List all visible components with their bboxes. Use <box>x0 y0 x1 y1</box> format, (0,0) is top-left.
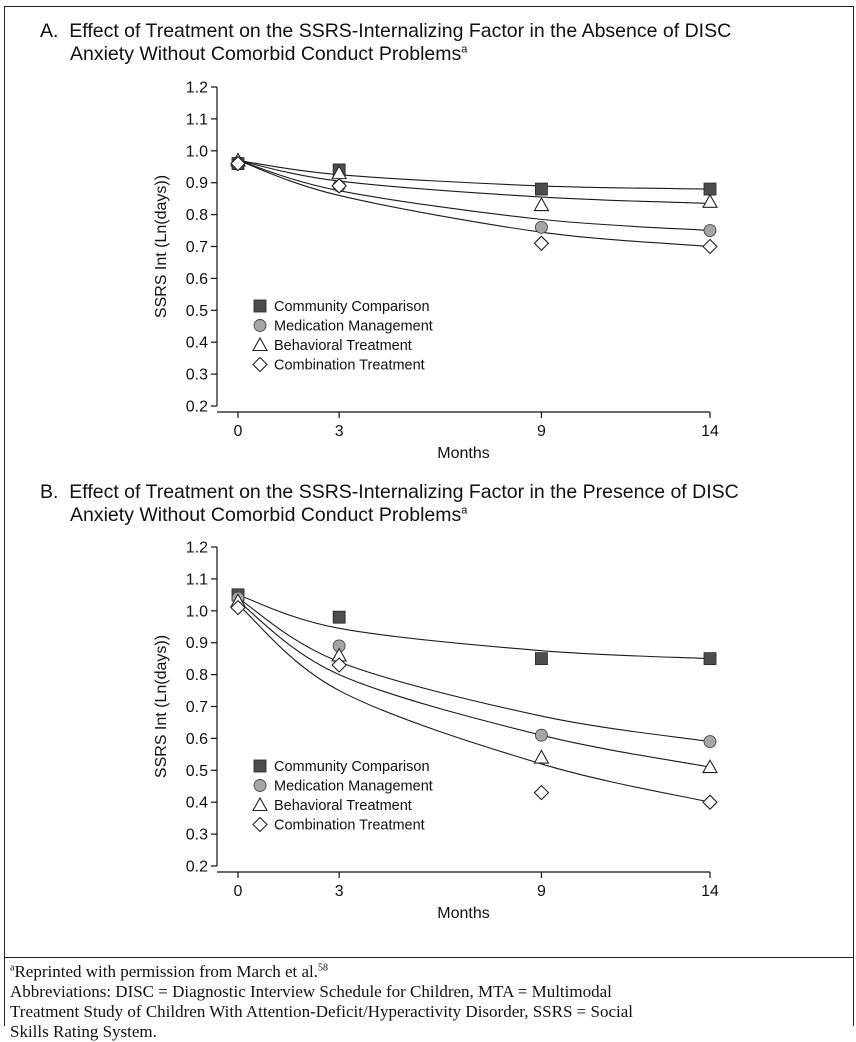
x-tick-label: 0 <box>234 883 243 900</box>
footnote-abbreviations-1: Abbreviations: DISC = Diagnostic Intervi… <box>10 982 612 1001</box>
fit-curve-2 <box>237 159 711 204</box>
fit-curve-3 <box>237 159 711 248</box>
y-tick-label: 0.6 <box>186 271 208 288</box>
y-tick-label: 0.2 <box>186 399 208 416</box>
panel-a-title-line2: Anxiety Without Comorbid Conduct Problem… <box>70 43 462 65</box>
fit-curve-2 <box>237 600 711 768</box>
chart-a: 0.2 0.3 0.4 0.5 0.6 0.7 0.8 0.9 1.0 1.1 1.2 0 3 9 14 Mo… <box>153 80 719 463</box>
x-axis-label: Months <box>437 445 489 462</box>
footnote-reprint-text: Reprinted with permission from March et … <box>14 962 319 981</box>
data-point-series-2 <box>533 196 550 212</box>
panel-b-title: B. Effect of Treatment on the SSRS-Inter… <box>40 481 739 527</box>
legend-marker-2 <box>252 796 268 812</box>
data-point-series-3 <box>702 794 718 810</box>
data-point-series-2 <box>533 749 550 764</box>
panel-b-title-line2: Anxiety Without Comorbid Conduct Problem… <box>70 504 462 526</box>
footnote-abbreviations-2: Treatment Study of Children With Attenti… <box>10 1002 633 1021</box>
y-tick-label: 0.8 <box>186 207 208 224</box>
data-point-series-3 <box>331 657 347 673</box>
data-point-series-3 <box>702 238 718 255</box>
panel-b-title-sup: a <box>461 504 468 517</box>
legend-label-3: Combination Treatment <box>274 358 425 374</box>
data-point-series-0 <box>703 182 717 196</box>
fit-curve-0 <box>237 159 711 190</box>
y-tick-label: 0.7 <box>186 239 208 256</box>
x-tick-label: 14 <box>701 883 719 900</box>
legend-marker-1 <box>253 319 267 332</box>
chart-b: 0.2 0.3 0.4 0.5 0.6 0.7 0.8 0.9 1.0 1.1 1.2 0 3 9 14 Mo… <box>153 540 719 923</box>
y-tick-label: 0.3 <box>186 827 208 844</box>
legend-label-2: Behavioral Treatment <box>274 798 412 814</box>
x-tick-label: 3 <box>335 883 344 900</box>
y-tick-label: 0.2 <box>186 859 208 876</box>
data-point-series-1 <box>703 224 717 238</box>
data-point-series-3 <box>230 599 246 616</box>
legend-label-2: Behavioral Treatment <box>274 338 412 354</box>
y-tick-label: 0.9 <box>186 175 208 192</box>
panel-b-title-line1: B. Effect of Treatment on the SSRS-Inter… <box>40 481 739 503</box>
y-tick-label: 0.5 <box>186 303 208 320</box>
y-axis-label: SSRS Int (Ln(days)) <box>153 175 170 318</box>
x-tick-label: 3 <box>335 423 344 440</box>
figure-frame <box>4 6 854 1026</box>
data-point-series-3 <box>533 784 550 801</box>
footnote-abbreviations-3: Skills Rating System. <box>10 1022 157 1041</box>
data-point-series-2 <box>702 758 718 774</box>
panel-a-title-line1: A. Effect of Treatment on the SSRS-Inter… <box>40 20 732 42</box>
y-tick-label: 0.3 <box>186 367 208 384</box>
legend-marker-3 <box>252 816 268 833</box>
y-tick-label: 0.6 <box>186 731 208 748</box>
y-tick-label: 1.0 <box>186 603 208 620</box>
data-point-series-3 <box>331 178 347 194</box>
data-point-series-3 <box>230 155 246 172</box>
y-tick-label: 0.7 <box>186 699 208 716</box>
y-tick-label: 0.5 <box>186 763 208 780</box>
y-tick-label: 1.0 <box>186 143 208 160</box>
legend-label-0: Community Comparison <box>274 759 430 775</box>
data-point-series-0 <box>535 182 548 196</box>
legend-marker-3 <box>252 356 268 373</box>
legend-label-1: Medication Management <box>274 779 433 795</box>
x-axis-label: Months <box>437 905 489 922</box>
legend-label-3: Combination Treatment <box>274 818 425 834</box>
footnote-reprint: aReprinted with permission from March et… <box>10 962 854 982</box>
y-tick-label: 0.4 <box>186 335 208 352</box>
legend-label-0: Community Comparison <box>274 299 430 315</box>
data-point-series-1 <box>703 735 717 749</box>
fit-curve-0 <box>237 594 711 660</box>
data-point-series-2 <box>702 193 718 208</box>
legend-label-1: Medication Management <box>274 319 433 335</box>
footnote-ref: 58 <box>318 962 329 974</box>
y-tick-label: 1.1 <box>186 571 208 588</box>
fit-curve-1 <box>237 597 711 743</box>
legend-marker-0 <box>253 759 267 773</box>
footnote-sup: a <box>10 962 15 974</box>
y-tick-label: 1.2 <box>186 80 208 97</box>
data-point-series-0 <box>703 652 717 666</box>
footnote: aReprinted with permission from March et… <box>4 957 854 1042</box>
x-tick-label: 9 <box>537 423 546 440</box>
data-point-series-0 <box>332 610 346 624</box>
panel-a-title: A. Effect of Treatment on the SSRS-Inter… <box>40 20 731 66</box>
x-tick-label: 14 <box>701 423 719 440</box>
x-tick-label: 0 <box>234 423 243 440</box>
y-tick-label: 1.2 <box>186 540 208 557</box>
y-axis-label: SSRS Int (Ln(days)) <box>153 635 170 778</box>
legend-marker-1 <box>253 779 267 792</box>
fit-curve-1 <box>237 159 711 232</box>
data-point-series-3 <box>533 235 550 252</box>
y-tick-label: 0.9 <box>186 635 208 652</box>
legend-marker-2 <box>252 336 268 352</box>
data-point-series-0 <box>535 652 548 666</box>
y-tick-label: 0.8 <box>186 667 208 684</box>
fit-curve-3 <box>237 604 711 803</box>
panel-a-title-sup: a <box>461 43 468 56</box>
data-point-series-1 <box>534 220 548 234</box>
data-point-series-1 <box>534 728 548 742</box>
x-tick-label: 9 <box>537 883 546 900</box>
y-tick-label: 0.4 <box>186 795 208 812</box>
y-tick-label: 1.1 <box>186 111 208 128</box>
legend-marker-0 <box>253 299 267 313</box>
